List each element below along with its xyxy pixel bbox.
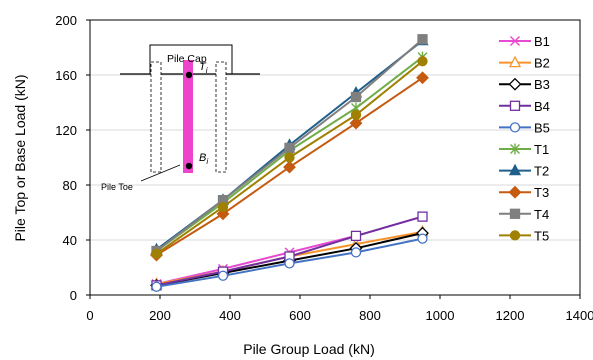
plot-frame: [89, 19, 581, 296]
data-point-t5: [151, 248, 162, 259]
base-point-marker: [185, 162, 193, 170]
tick-labels: 0 200 400 600 800 1000 1200 1400 0 40 80 120 160 200: [55, 13, 593, 323]
data-point-b4: [350, 230, 362, 242]
series-t4: [151, 34, 428, 257]
legend-marker: [509, 100, 521, 111]
x-tick-label: 600: [289, 308, 311, 323]
legend-label: B5: [534, 120, 550, 135]
data-point-t4: [417, 34, 428, 45]
data-point-b5: [151, 281, 162, 292]
series-group: [150, 33, 429, 292]
legend-item-t2: T2: [499, 164, 549, 179]
legend-marker: [508, 185, 522, 199]
series-t5: [151, 56, 428, 259]
legend-item-b3: B3: [499, 77, 550, 92]
data-point-b5: [417, 233, 428, 244]
legend-item-t1: T1: [499, 142, 549, 157]
x-tick-label: 800: [359, 308, 381, 323]
x-tick-label: 400: [219, 308, 241, 323]
legend-marker: [509, 122, 521, 133]
legend-label: T5: [534, 228, 549, 243]
legend-label: T4: [534, 207, 549, 222]
pile-diagram-inset: Pile Cap Ti Bi Pile Toe: [101, 44, 260, 192]
data-point-t4: [350, 91, 362, 103]
x-tick-label: 1000: [426, 308, 455, 323]
legend-item-t4: T4: [499, 207, 549, 222]
legend-label: B3: [534, 77, 550, 92]
legend: B1 B2 B3 B4 B5 T1 T2 T3 T4 T5: [499, 34, 550, 243]
legend-item-t5: T5: [499, 228, 549, 243]
data-point-t5: [350, 109, 362, 121]
legend-item-b5: B5: [499, 120, 550, 135]
legend-marker: [509, 230, 521, 241]
data-point-t5: [417, 56, 428, 67]
data-point-b5: [217, 270, 229, 281]
legend-label: T1: [534, 142, 549, 157]
x-axis-label: Pile Group Load (kN): [243, 341, 375, 357]
legend-marker: [509, 35, 521, 47]
y-tick-label: 0: [70, 288, 77, 303]
legend-label: B1: [534, 34, 550, 49]
legend-label: T3: [534, 185, 549, 200]
x-tick-label: 0: [86, 308, 93, 323]
x-tick-label: 1400: [566, 308, 593, 323]
legend-label: B4: [534, 99, 550, 114]
top-point-label: Ti: [199, 61, 208, 75]
legend-label: T2: [534, 164, 549, 179]
data-point-t3: [349, 116, 363, 130]
legend-label: B2: [534, 56, 550, 71]
right-pile-dashed: [215, 61, 227, 173]
x-tick-label: 200: [149, 308, 171, 323]
data-point-t4: [284, 142, 295, 154]
base-point-label: Bi: [199, 152, 208, 166]
grid-lines: [90, 19, 580, 241]
data-point-b4: [417, 211, 428, 222]
center-pile: [183, 60, 193, 173]
legend-marker: [509, 208, 521, 219]
x-tick-label: 1200: [496, 308, 525, 323]
y-tick-label: 200: [55, 13, 77, 28]
series-b5: [151, 233, 428, 292]
left-pile-dashed: [150, 61, 162, 173]
data-point-t3: [283, 160, 296, 174]
axes: [86, 19, 581, 299]
legend-item-b4: B4: [499, 99, 550, 114]
y-tick-label: 160: [55, 68, 77, 83]
legend-marker: [508, 55, 522, 68]
legend-item-b2: B2: [499, 56, 550, 71]
legend-marker: [508, 163, 522, 176]
data-point-t5: [284, 152, 295, 163]
pile-toe-label: Pile Toe: [101, 182, 133, 192]
top-point-marker: [185, 71, 193, 79]
data-point-b5: [350, 247, 362, 258]
y-tick-label: 80: [63, 178, 77, 193]
legend-marker: [510, 143, 520, 155]
y-tick-label: 120: [55, 123, 77, 138]
legend-item-t3: T3: [499, 185, 549, 200]
pile-toe-pointer: [140, 164, 181, 182]
data-point-t3: [416, 71, 429, 85]
data-point-b5: [284, 258, 295, 269]
y-tick-label: 40: [63, 233, 77, 248]
data-point-t5: [217, 201, 229, 213]
legend-marker: [508, 77, 522, 91]
y-axis-label: Pile Top or Base Load (kN): [12, 74, 28, 241]
pile-cap-label: Pile Cap: [167, 53, 207, 65]
legend-item-b1: B1: [499, 34, 550, 49]
